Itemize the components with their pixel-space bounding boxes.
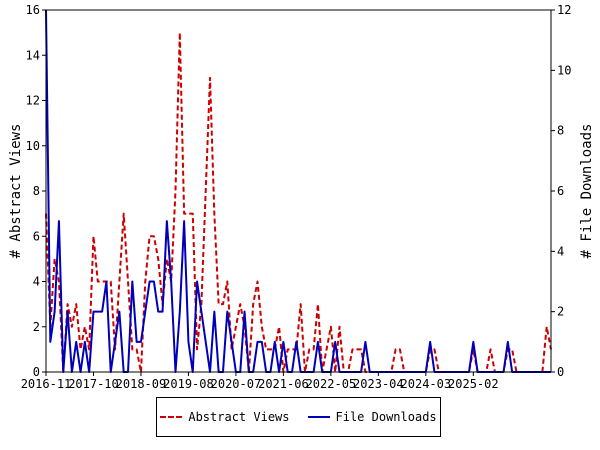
- right-tick-label: 12: [557, 3, 571, 17]
- legend-item-file-downloads: File Downloads: [307, 410, 437, 424]
- x-tick-label: 2023-04: [353, 377, 404, 391]
- left-tick-label: 10: [26, 139, 40, 153]
- left-tick-label: 8: [33, 184, 40, 198]
- right-tick-label: 8: [557, 124, 564, 138]
- x-tick-label: 2022-05: [306, 377, 357, 391]
- left-tick-label: 16: [26, 3, 40, 17]
- legend-item-abstract-views: Abstract Views: [160, 410, 290, 424]
- left-tick-label: 12: [26, 94, 40, 108]
- left-tick-label: 6: [33, 229, 40, 243]
- left-axis-title: # Abstract Views: [8, 124, 24, 259]
- x-tick-label: 2016-11: [21, 377, 72, 391]
- right-tick-label: 4: [557, 244, 564, 258]
- right-tick-label: 10: [557, 63, 571, 77]
- x-tick-label: 2019-08: [163, 377, 214, 391]
- x-tick-label: 2025-02: [448, 377, 499, 391]
- left-tick-label: 14: [26, 48, 40, 62]
- legend-label-file-downloads: File Downloads: [335, 410, 437, 424]
- x-tick-label: 2017-10: [68, 377, 119, 391]
- x-tick-label: 2024-03: [401, 377, 452, 391]
- right-tick-label: 2: [557, 305, 564, 319]
- legend-label-abstract-views: Abstract Views: [188, 410, 290, 424]
- x-tick-label: 2018-09: [116, 377, 167, 391]
- legend: Abstract Views File Downloads: [156, 397, 441, 437]
- left-tick-label: 4: [33, 275, 40, 289]
- x-tick-label: 2020-07: [211, 377, 262, 391]
- left-tick-label: 0: [33, 365, 40, 379]
- legend-swatch-file-downloads: [307, 416, 330, 418]
- right-tick-label: 0: [557, 365, 564, 379]
- x-tick-label: 2021-06: [258, 377, 309, 391]
- legend-swatch-abstract-views: [160, 416, 183, 418]
- left-tick-label: 2: [33, 320, 40, 334]
- right-tick-label: 6: [557, 184, 564, 198]
- right-axis-title: # File Downloads: [579, 124, 595, 259]
